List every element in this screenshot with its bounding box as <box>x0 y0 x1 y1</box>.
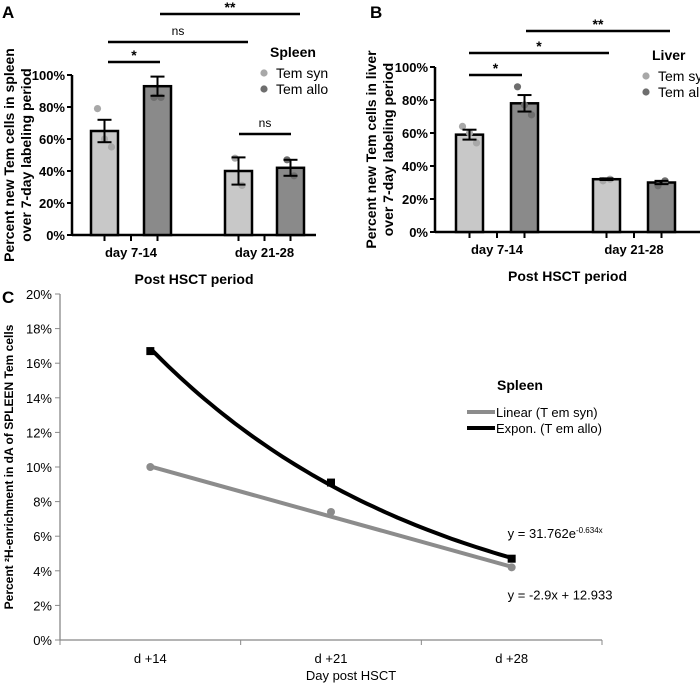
y-tick-label: 20% <box>26 287 52 302</box>
y-axis-title-line: Percent new Tem cells in spleen <box>1 48 17 262</box>
significance-label: * <box>131 47 137 63</box>
x-category-label: day 21-28 <box>604 242 663 257</box>
significance-label: * <box>536 38 542 54</box>
y-tick-label: 12% <box>26 425 52 440</box>
bar-tem-syn <box>454 133 485 234</box>
exponential-equation: y = 31.762e-0.634x <box>508 526 603 541</box>
y-axis-title-line: over 7-day labeling period <box>18 68 34 242</box>
y-tick-label: 20% <box>402 192 428 207</box>
y-axis-title: Percent ²H-enrichment in dA of SPLEEN Te… <box>2 324 16 609</box>
panel-c-chart: 0% 2% 4% 6% 8% 10% 12% 14% 16% 18% 20% d +14 d +21 d … <box>2 287 612 683</box>
x-category-label: d +14 <box>134 651 167 666</box>
y-tick-label: 18% <box>26 322 52 337</box>
y-tick-label: 8% <box>33 495 52 510</box>
y-tick-label: 40% <box>39 164 65 179</box>
legend-title: Spleen <box>270 44 316 60</box>
data-point <box>513 83 522 91</box>
bar-tem-allo <box>646 181 677 234</box>
y-axis-title: Percent new Tem cells in spleenover 7-da… <box>1 48 34 262</box>
legend-label: Expon. (T em allo) <box>496 421 602 436</box>
significance-label: ** <box>225 0 236 15</box>
data-point-tem-syn <box>146 463 155 471</box>
data-point-tem-allo <box>146 347 155 356</box>
legend-label: Tem syn <box>658 68 700 84</box>
legend-label: Tem allo <box>658 84 700 100</box>
y-tick-label: 80% <box>39 100 65 115</box>
legend-marker <box>260 85 268 93</box>
y-tick-label: 6% <box>33 529 52 544</box>
exponential-trendline <box>148 347 513 560</box>
y-tick-label: 4% <box>33 564 52 579</box>
significance-label: ** <box>593 16 604 32</box>
x-axis-title: Post HSCT period <box>508 268 627 284</box>
y-tick-label: 0% <box>33 633 52 648</box>
bar-tem-allo <box>509 102 540 234</box>
x-category-label: d +21 <box>315 651 348 666</box>
significance-label: * <box>493 60 499 76</box>
significance-label: ns <box>172 24 185 38</box>
linear-trendline <box>149 464 513 569</box>
y-tick-label: 100% <box>32 68 66 83</box>
y-tick-label: 16% <box>26 356 52 371</box>
data-point <box>472 139 481 147</box>
bar-tem-allo <box>275 166 306 237</box>
y-axis-title: Percent new Tem cells in liverover 7-day… <box>363 50 396 249</box>
equation-base: y = 31.762e <box>508 526 576 541</box>
legend-marker <box>642 88 650 96</box>
panel-b-chart: 0% 20% 40% 60% 80% 100% day 7-14 day 21-28 Post … <box>363 16 700 284</box>
y-tick-label: 20% <box>39 196 65 211</box>
data-point <box>107 143 116 151</box>
data-point <box>93 105 102 113</box>
panel-label-b: B <box>370 3 382 22</box>
y-axis-title-line: Percent new Tem cells in liver <box>363 50 379 249</box>
legend-title: Spleen <box>497 377 543 393</box>
y-tick-label: 60% <box>39 132 65 147</box>
significance-label: ns <box>259 116 272 130</box>
y-tick-label: 14% <box>26 391 52 406</box>
equation-exponent: -0.634x <box>576 526 603 535</box>
y-axis-title-line: over 7-day labeling period <box>380 63 396 237</box>
linear-equation: y = -2.9x + 12.933 <box>508 587 613 602</box>
y-tick-label: 80% <box>402 93 428 108</box>
y-tick-label: 0% <box>46 228 65 243</box>
data-point-tem-allo <box>327 478 335 487</box>
x-axis-title: Day post HSCT <box>306 668 396 683</box>
data-point <box>458 122 467 130</box>
x-category-label: day 7-14 <box>105 245 158 260</box>
y-tick-label: 2% <box>33 598 52 613</box>
data-point-tem-syn <box>507 563 516 572</box>
x-category-label: day 21-28 <box>235 245 294 260</box>
y-tick-label: 40% <box>402 159 428 174</box>
y-tick-label: 0% <box>409 225 428 240</box>
data-point-tem-syn <box>327 507 335 516</box>
bar-tem-syn <box>591 177 622 234</box>
y-tick-label: 100% <box>395 60 429 75</box>
panel-label-a: A <box>2 3 14 22</box>
y-tick-label: 10% <box>26 460 52 475</box>
legend-label: Tem allo <box>276 81 328 97</box>
legend-marker <box>260 69 268 77</box>
panel-label-c: C <box>2 288 14 307</box>
legend-marker <box>642 72 650 80</box>
x-category-label: day 7-14 <box>471 242 524 257</box>
x-category-label: d +28 <box>495 651 528 666</box>
y-tick-label: 60% <box>402 126 428 141</box>
x-axis-title: Post HSCT period <box>134 271 253 287</box>
legend-label: Tem syn <box>276 65 328 81</box>
data-point <box>527 111 536 119</box>
panel-a-chart: 0% 20% 40% 60% 80% 100% day 7-14 day 21-28 Post … <box>1 0 328 287</box>
bar-tem-allo <box>142 84 173 237</box>
legend-label: Linear (T em syn) <box>496 405 598 420</box>
data-point-tem-allo <box>507 554 516 563</box>
legend-title: Liver <box>652 47 686 63</box>
